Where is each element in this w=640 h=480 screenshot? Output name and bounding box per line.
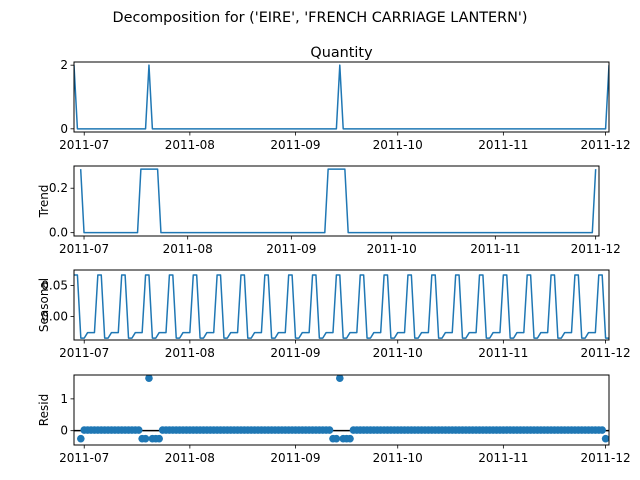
y-tick-label: 1 [60, 392, 68, 406]
y-tick-label: 0.2 [49, 181, 68, 195]
panels: Quantity 2011-07 2011-08 2011-09 2011-10 2011… [37, 45, 631, 465]
resid-point [332, 434, 341, 443]
x-tick-label: 2011-11 [478, 138, 528, 152]
axes-frame [73, 165, 600, 237]
resid-point [134, 426, 143, 434]
x-tick-label: 2011-09 [266, 242, 316, 256]
series-line [74, 274, 609, 339]
x-tick-label: 2011-08 [163, 242, 213, 256]
x-tick-label: 2011-12 [581, 138, 631, 152]
resid-point [336, 375, 344, 382]
axes-frame [73, 374, 610, 446]
plot-area [74, 375, 609, 443]
panel-3: Seasonal 2011-07 2011-08 2011-09 2011-10 2011… [37, 269, 631, 360]
x-tick-label: 2011-07 [59, 346, 109, 360]
panel-1: Quantity 2011-07 2011-08 2011-09 2011-10 2011… [59, 45, 631, 152]
plot-area [74, 274, 609, 339]
x-tick-label: 2011-10 [373, 138, 423, 152]
x-tick-label: 2011-07 [59, 451, 109, 465]
series-line [79, 168, 597, 234]
plot-area [74, 64, 609, 130]
y-tick-label: 0.05 [41, 278, 68, 292]
y-tick-label: 2 [60, 58, 68, 72]
series-line [74, 64, 609, 130]
x-tick-label: 2011-09 [270, 451, 320, 465]
resid-point [141, 434, 150, 443]
x-tick-label: 2011-09 [270, 138, 320, 152]
figure-title: Decomposition for ('EIRE', 'FRENCH CARRI… [113, 10, 528, 26]
y-axis-label: Seasonal [37, 278, 51, 332]
x-tick-label: 2011-10 [373, 346, 423, 360]
x-tick-label: 2011-11 [478, 346, 528, 360]
x-tick-label: 2011-10 [367, 242, 417, 256]
resid-point [346, 434, 354, 443]
panel-title: Quantity [310, 45, 373, 61]
axes-frame [73, 61, 610, 133]
panel-2: Trend 2011-07 2011-08 2011-09 2011-10 2011-11… [37, 165, 621, 256]
resid-point [155, 434, 163, 443]
x-tick-label: 2011-08 [165, 451, 215, 465]
resid-point [145, 375, 153, 382]
y-tick-label: 0.00 [41, 309, 68, 323]
x-tick-label: 2011-10 [373, 451, 423, 465]
y-tick-label: 0 [60, 122, 68, 136]
x-tick-label: 2011-11 [470, 242, 520, 256]
x-tick-label: 2011-07 [59, 138, 109, 152]
x-tick-label: 2011-08 [165, 138, 215, 152]
resid-point [598, 426, 606, 434]
y-tick-label: 0.0 [49, 226, 68, 240]
x-tick-label: 2011-07 [59, 242, 109, 256]
resid-point [601, 434, 609, 443]
x-tick-label: 2011-12 [581, 451, 631, 465]
x-tick-label: 2011-12 [571, 242, 621, 256]
plot-area [79, 168, 597, 234]
resid-point [325, 426, 334, 434]
axes-frame [73, 269, 610, 341]
y-axis-label: Trend [37, 185, 51, 219]
y-axis-label: Resid [37, 394, 51, 426]
x-tick-label: 2011-09 [270, 346, 320, 360]
x-tick-label: 2011-08 [165, 346, 215, 360]
x-tick-label: 2011-12 [581, 346, 631, 360]
y-tick-label: 0 [60, 424, 68, 438]
x-tick-label: 2011-11 [478, 451, 528, 465]
resid-point [77, 434, 85, 443]
panel-4: Resid 2011-07 2011-08 2011-09 2011-10 2011-11… [37, 374, 631, 465]
